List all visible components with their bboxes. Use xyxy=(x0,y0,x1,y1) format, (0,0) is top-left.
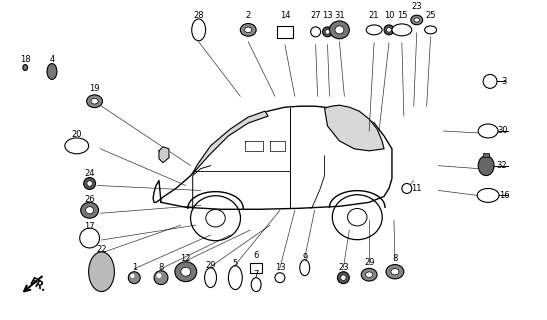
Text: 10: 10 xyxy=(384,12,394,20)
Ellipse shape xyxy=(65,138,89,154)
Text: 23: 23 xyxy=(338,263,348,272)
Circle shape xyxy=(130,274,135,278)
Text: 13: 13 xyxy=(322,12,333,20)
Text: 7: 7 xyxy=(253,270,259,279)
Ellipse shape xyxy=(366,25,382,35)
Ellipse shape xyxy=(361,268,377,281)
Circle shape xyxy=(387,28,391,32)
Text: 16: 16 xyxy=(499,191,509,200)
Text: 23: 23 xyxy=(411,2,422,11)
Ellipse shape xyxy=(81,202,98,218)
Text: 24: 24 xyxy=(84,169,95,178)
Polygon shape xyxy=(153,106,392,209)
Circle shape xyxy=(156,273,161,278)
Text: 8: 8 xyxy=(392,254,398,263)
Text: 32: 32 xyxy=(497,161,507,170)
Ellipse shape xyxy=(47,64,57,79)
Ellipse shape xyxy=(478,156,494,176)
Circle shape xyxy=(341,275,346,280)
Bar xyxy=(250,263,262,273)
Ellipse shape xyxy=(424,26,437,34)
Text: 17: 17 xyxy=(84,222,95,231)
Circle shape xyxy=(129,272,140,284)
Ellipse shape xyxy=(251,278,261,292)
Text: 11: 11 xyxy=(411,184,422,193)
Text: 30: 30 xyxy=(498,126,508,135)
Text: 2: 2 xyxy=(246,12,251,20)
Circle shape xyxy=(87,181,92,186)
Polygon shape xyxy=(193,111,268,173)
Ellipse shape xyxy=(477,188,499,202)
Circle shape xyxy=(154,271,168,284)
Text: 6: 6 xyxy=(253,252,259,260)
Ellipse shape xyxy=(329,21,350,39)
Ellipse shape xyxy=(181,267,191,276)
Text: 22: 22 xyxy=(96,245,107,254)
Ellipse shape xyxy=(175,262,197,282)
Text: 19: 19 xyxy=(89,84,100,93)
Bar xyxy=(483,153,489,157)
Ellipse shape xyxy=(89,252,114,292)
Ellipse shape xyxy=(300,260,310,276)
Text: 26: 26 xyxy=(84,195,95,204)
Text: FR.: FR. xyxy=(27,276,48,293)
Ellipse shape xyxy=(365,272,373,277)
Circle shape xyxy=(337,272,350,284)
Text: 15: 15 xyxy=(397,12,407,20)
Ellipse shape xyxy=(192,19,206,41)
Text: 27: 27 xyxy=(310,12,321,20)
Bar xyxy=(277,26,293,38)
Ellipse shape xyxy=(411,15,423,25)
Text: 12: 12 xyxy=(181,254,191,263)
Ellipse shape xyxy=(240,24,256,36)
Ellipse shape xyxy=(392,24,412,36)
Text: 1: 1 xyxy=(132,263,137,272)
Ellipse shape xyxy=(386,265,404,279)
Ellipse shape xyxy=(229,266,242,290)
Ellipse shape xyxy=(23,65,27,70)
Ellipse shape xyxy=(478,124,498,138)
Ellipse shape xyxy=(245,27,252,33)
Circle shape xyxy=(80,228,100,248)
Text: 13: 13 xyxy=(275,263,285,272)
Text: 5: 5 xyxy=(232,259,238,268)
Circle shape xyxy=(323,27,333,37)
Text: 29: 29 xyxy=(364,258,374,267)
Text: 20: 20 xyxy=(72,131,82,140)
Ellipse shape xyxy=(86,95,102,108)
Text: 31: 31 xyxy=(334,12,345,20)
Circle shape xyxy=(402,183,412,193)
Text: 28: 28 xyxy=(193,12,204,20)
Text: 4: 4 xyxy=(49,55,55,64)
Ellipse shape xyxy=(335,26,344,34)
Text: 21: 21 xyxy=(369,12,380,20)
Ellipse shape xyxy=(391,268,399,275)
Text: 18: 18 xyxy=(20,55,31,64)
Circle shape xyxy=(275,273,285,283)
Polygon shape xyxy=(159,147,169,163)
Ellipse shape xyxy=(91,99,98,104)
Text: 14: 14 xyxy=(280,12,290,20)
Text: 9: 9 xyxy=(302,253,307,262)
Circle shape xyxy=(325,30,330,34)
Polygon shape xyxy=(324,105,384,151)
Text: 25: 25 xyxy=(426,12,436,20)
Circle shape xyxy=(84,178,96,189)
Ellipse shape xyxy=(414,18,420,22)
Circle shape xyxy=(483,75,497,88)
Ellipse shape xyxy=(205,268,217,288)
Text: 8: 8 xyxy=(158,263,164,272)
Circle shape xyxy=(311,27,321,37)
Ellipse shape xyxy=(86,207,94,214)
Text: 29: 29 xyxy=(205,261,216,270)
Circle shape xyxy=(384,25,394,35)
Text: 3: 3 xyxy=(501,77,507,86)
